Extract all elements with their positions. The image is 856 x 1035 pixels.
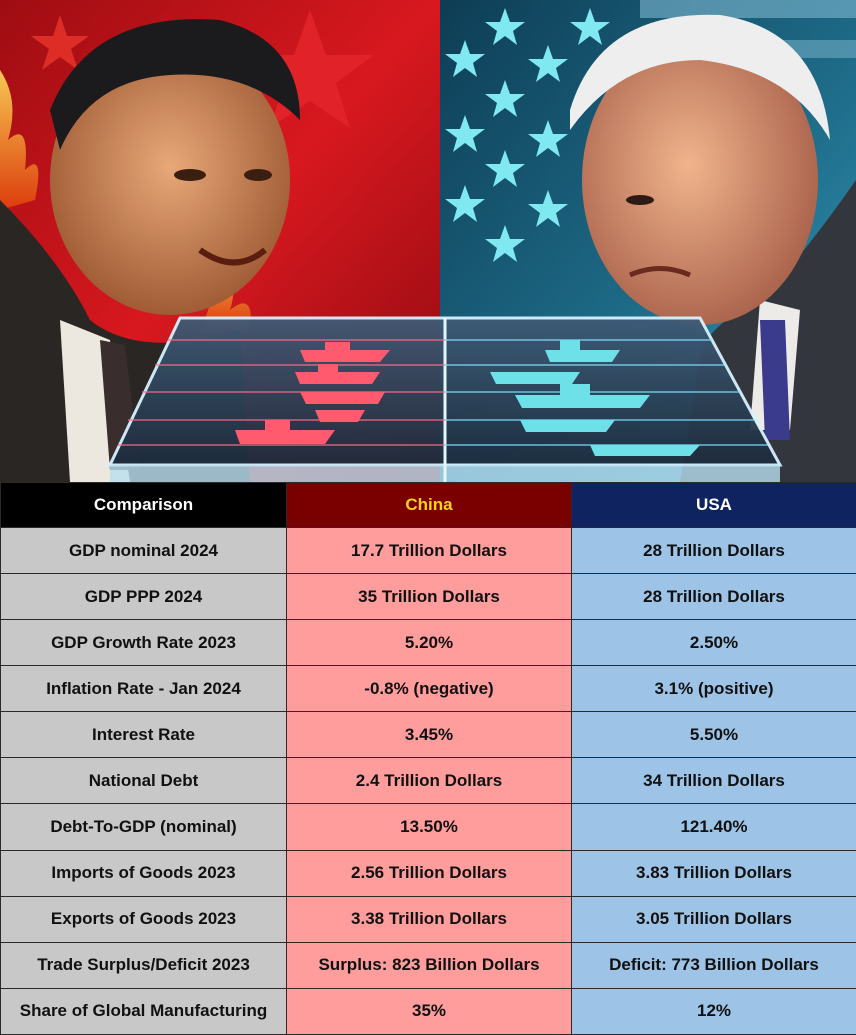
table-header-row: Comparison China USA	[0, 482, 856, 528]
metric-label: GDP nominal 2024	[0, 526, 287, 575]
china-value: 17.7 Trillion Dollars	[286, 526, 572, 575]
china-value: 2.56 Trillion Dollars	[286, 849, 572, 897]
warship-icon	[235, 342, 390, 444]
usa-value: Deficit: 773 Billion Dollars	[571, 941, 856, 989]
china-value: 5.20%	[286, 619, 572, 667]
hero-svg	[0, 0, 856, 482]
china-value: 3.38 Trillion Dollars	[286, 895, 572, 943]
table-row: Imports of Goods 2023 2.56 Trillion Doll…	[0, 849, 856, 897]
china-value: 2.4 Trillion Dollars	[286, 757, 572, 805]
battleship-board	[107, 316, 783, 482]
table-row: GDP nominal 2024 17.7 Trillion Dollars 2…	[0, 526, 856, 575]
metric-label: Exports of Goods 2023	[0, 895, 287, 943]
header-usa: USA	[571, 482, 856, 528]
usa-value: 12%	[571, 987, 856, 1035]
table-row: Exports of Goods 2023 3.38 Trillion Doll…	[0, 895, 856, 943]
metric-label: Imports of Goods 2023	[0, 849, 287, 897]
hero-illustration	[0, 0, 856, 482]
table-row: GDP Growth Rate 2023 5.20% 2.50%	[0, 619, 856, 667]
metric-label: Debt-To-GDP (nominal)	[0, 803, 287, 851]
metric-label: GDP PPP 2024	[0, 573, 287, 621]
china-value: -0.8% (negative)	[286, 665, 572, 713]
table-row: Inflation Rate - Jan 2024 -0.8% (negativ…	[0, 665, 856, 713]
china-value: 3.45%	[286, 711, 572, 759]
china-value: 13.50%	[286, 803, 572, 851]
usa-value: 28 Trillion Dollars	[571, 573, 856, 621]
table-row: National Debt 2.4 Trillion Dollars 34 Tr…	[0, 757, 856, 805]
warship-icon	[490, 340, 700, 456]
table-row: Share of Global Manufacturing 35% 12%	[0, 987, 856, 1035]
usa-value: 2.50%	[571, 619, 856, 667]
usa-value: 3.83 Trillion Dollars	[571, 849, 856, 897]
usa-value: 3.1% (positive)	[571, 665, 856, 713]
metric-label: GDP Growth Rate 2023	[0, 619, 287, 667]
usa-value: 5.50%	[571, 711, 856, 759]
usa-value: 34 Trillion Dollars	[571, 757, 856, 805]
metric-label: Trade Surplus/Deficit 2023	[0, 941, 287, 989]
usa-value: 28 Trillion Dollars	[571, 526, 856, 575]
table-row: GDP PPP 2024 35 Trillion Dollars 28 Tril…	[0, 573, 856, 621]
usa-value: 121.40%	[571, 803, 856, 851]
china-value: Surplus: 823 Billion Dollars	[286, 941, 572, 989]
metric-label: Inflation Rate - Jan 2024	[0, 665, 287, 713]
china-value: 35 Trillion Dollars	[286, 573, 572, 621]
table-row: Trade Surplus/Deficit 2023 Surplus: 823 …	[0, 941, 856, 989]
china-value: 35%	[286, 987, 572, 1035]
metric-label: National Debt	[0, 757, 287, 805]
table-row: Debt-To-GDP (nominal) 13.50% 121.40%	[0, 803, 856, 851]
usa-value: 3.05 Trillion Dollars	[571, 895, 856, 943]
comparison-table: Comparison China USA GDP nominal 2024 17…	[0, 482, 856, 1035]
table-row: Interest Rate 3.45% 5.50%	[0, 711, 856, 759]
metric-label: Interest Rate	[0, 711, 287, 759]
left-figure	[0, 19, 300, 482]
header-comparison: Comparison	[0, 482, 287, 528]
header-china: China	[286, 482, 572, 528]
metric-label: Share of Global Manufacturing	[0, 987, 287, 1035]
